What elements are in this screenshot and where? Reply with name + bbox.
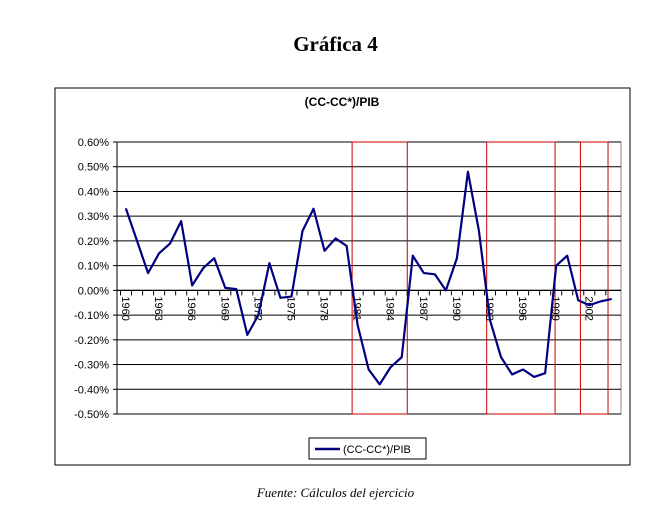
data-point — [511, 373, 513, 376]
legend-box — [308, 437, 427, 460]
data-point — [577, 299, 580, 302]
y-tick-label: -0.30% — [74, 360, 109, 372]
data-point — [158, 252, 160, 255]
y-tick-label: -0.10% — [74, 310, 109, 322]
data-point — [445, 289, 447, 292]
data-point — [478, 230, 480, 232]
data-point — [610, 298, 613, 300]
y-tick-label: 0.40% — [78, 186, 109, 198]
data-point — [356, 324, 359, 326]
chart-frame — [54, 87, 631, 466]
data-point — [323, 250, 326, 252]
data-point — [224, 287, 227, 289]
highlight-period-box — [579, 141, 609, 415]
data-point — [489, 319, 491, 321]
data-point — [202, 267, 205, 269]
data-point — [456, 257, 458, 260]
y-tick-label: 0.00% — [78, 285, 109, 297]
data-point — [268, 262, 271, 264]
data-point — [125, 207, 127, 210]
chart-title: (CC-CC*)/PIB — [305, 95, 380, 109]
x-tick-label: 1975 — [284, 296, 296, 320]
data-point — [467, 170, 469, 173]
y-tick-label: -0.50% — [74, 409, 109, 421]
data-point — [334, 237, 337, 240]
x-tick-label: 1990 — [450, 296, 462, 320]
x-tick-label: 1963 — [152, 296, 164, 320]
data-point — [213, 257, 216, 260]
x-tick-label: 1978 — [318, 296, 330, 320]
data-point — [423, 272, 425, 274]
data-point — [290, 295, 293, 298]
x-tick-label: 1969 — [218, 296, 230, 320]
data-point — [378, 383, 381, 386]
data-point — [147, 272, 149, 274]
data-point — [169, 242, 171, 245]
legend: (CC-CC*)/PIB — [308, 437, 427, 460]
data-point — [533, 376, 535, 378]
data-point — [136, 240, 138, 242]
y-tick-label: 0.20% — [78, 236, 109, 248]
data-point — [411, 254, 414, 257]
y-tick-label: -0.20% — [74, 335, 109, 347]
x-tick-label: 1996 — [516, 296, 528, 320]
data-point — [389, 366, 392, 368]
data-point — [522, 368, 524, 371]
y-tick-label: 0.30% — [78, 211, 109, 223]
data-point — [555, 264, 557, 267]
data-point — [235, 288, 238, 290]
data-point — [544, 372, 546, 375]
data-point — [566, 254, 568, 257]
source-note: Fuente: Cálculos del ejercicio — [256, 485, 415, 500]
data-point — [279, 296, 282, 299]
x-tick-label: 1984 — [384, 296, 396, 320]
data-point — [599, 300, 602, 303]
data-point — [588, 304, 591, 307]
x-tick-label: 1972 — [251, 296, 263, 320]
data-point — [345, 245, 348, 247]
x-tick-label: 1987 — [417, 296, 429, 320]
y-tick-label: 0.10% — [78, 261, 109, 273]
data-point — [191, 284, 193, 287]
x-tick-label: 1966 — [185, 296, 197, 320]
figure-heading: Gráfica 4 — [293, 32, 378, 56]
data-point — [312, 207, 315, 210]
data-point — [500, 356, 502, 358]
data-point — [301, 230, 304, 232]
y-tick-label: 0.50% — [78, 162, 109, 174]
data-point — [246, 334, 249, 336]
data-point — [180, 220, 182, 222]
data-point — [367, 368, 370, 371]
data-point — [400, 356, 403, 358]
data-point — [434, 273, 436, 276]
x-tick-label: 2002 — [582, 296, 594, 320]
y-tick-label: -0.40% — [74, 384, 109, 396]
data-point — [257, 314, 260, 316]
y-tick-label: 0.60% — [78, 137, 109, 149]
legend-label: (CC-CC*)/PIB — [343, 444, 411, 456]
x-tick-label: 1960 — [119, 296, 131, 320]
